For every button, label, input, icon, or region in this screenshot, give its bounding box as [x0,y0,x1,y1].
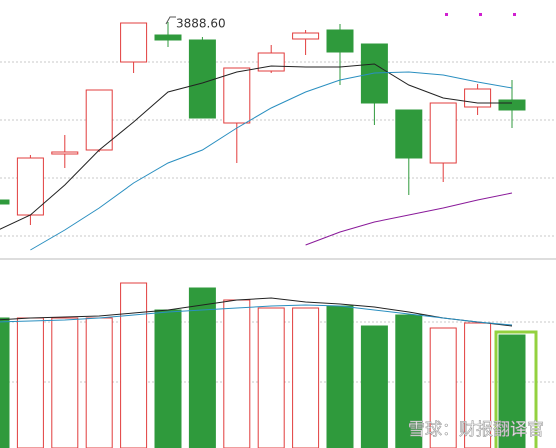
selection-highlight [494,330,538,448]
moving-average-line [0,304,513,326]
volume-bar [120,282,148,448]
watermark: 雪球：财报翻译官 [408,420,544,440]
volume-bar [292,307,320,448]
candle-body [464,88,492,108]
candle-body [51,151,79,155]
moving-average-line [305,192,513,246]
marker-dot [513,13,516,16]
candle-body [154,34,182,41]
candle-body [0,199,10,205]
volume-bar [498,334,526,448]
annotation: 3888.60 [176,17,226,31]
candle-body [257,52,285,72]
volume-bar [395,314,423,448]
moving-average-line [0,297,513,327]
candle-body [188,39,216,119]
candle-body [326,29,354,53]
volume-bar [326,305,354,448]
marker-dot [479,13,482,16]
volume-bar [0,317,10,448]
candle-body [292,32,320,40]
marks [0,22,526,448]
volume-bar [257,307,285,448]
volume-bar [154,309,182,448]
candle-body [498,99,526,111]
volume-bar [464,322,492,448]
candle-body [429,102,457,164]
volume-bar [188,287,216,448]
moving-average-line [0,63,512,230]
annotation-pointer [165,16,176,25]
candle-body [85,89,113,151]
candle-body [120,22,148,63]
volume-bar [223,299,251,448]
candle-body [223,67,251,124]
volume-bar [360,325,388,448]
marker-dot [445,13,448,16]
volume-bar [51,317,79,448]
moving-average-line [30,71,513,251]
volume-bar [85,317,113,448]
candle-body [395,109,423,159]
volume-bar [429,327,457,448]
volume-bar [16,317,44,448]
